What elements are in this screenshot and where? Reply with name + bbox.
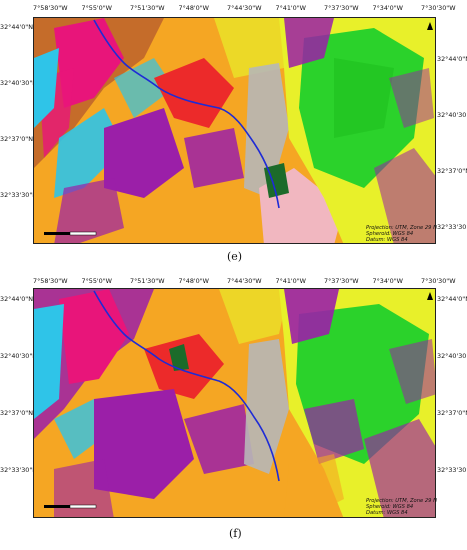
top-tick-label: 7°41'0"W (275, 4, 306, 12)
right-tick-label: 32°37'0"N (437, 167, 467, 175)
top-tick-label: 7°48'0"W (178, 277, 209, 285)
panel-caption: (e) (227, 250, 243, 263)
top-tick-label: 7°34'0"W (372, 4, 403, 12)
left-tick-label: 32°40'30"N (0, 352, 38, 360)
top-tick-label: 7°30'30"W (421, 277, 456, 285)
left-tick-label: 32°37'0"N (0, 409, 34, 417)
right-tick-label: 32°40'30"N (437, 111, 467, 119)
right-tick-label: 32°40'30"N (437, 352, 467, 360)
top-tick-label: 7°44'30"W (227, 277, 262, 285)
classification-map (34, 289, 435, 517)
projection-info: Projection: UTM, Zone 29 N Spheroid: WGS… (366, 225, 437, 243)
left-tick-label: 32°44'0"N (0, 295, 34, 303)
map-panel-e: 7°58'30"W 7°55'0"W 7°51'30"W 7°48'0"W 7°44'3… (0, 4, 467, 263)
panel-caption: (f) (229, 527, 242, 540)
top-tick-label: 7°58'30"W (33, 277, 68, 285)
top-tick-label: 7°44'30"W (227, 4, 262, 12)
right-tick-label: 32°33'30"N (437, 223, 467, 231)
top-tick-label: 7°34'0"W (372, 277, 403, 285)
top-tick-label: 7°51'30"W (130, 4, 165, 12)
top-tick-label: 7°30'30"W (421, 4, 456, 12)
north-arrow-icon (427, 292, 433, 300)
left-tick-label: 32°44'0"N (0, 23, 34, 31)
left-tick-label: 32°40'30"N (0, 79, 38, 87)
left-tick-label: 32°33'30"N (0, 466, 38, 474)
map-panel-f: 7°58'30"W 7°55'0"W 7°51'30"W 7°48'0"W 7°44'3… (0, 276, 467, 550)
left-tick-label: 32°33'30"N (0, 191, 38, 199)
top-tick-label: 7°37'30"W (324, 277, 359, 285)
top-tick-label: 7°48'0"W (178, 4, 209, 12)
top-tick-label: 7°51'30"W (130, 277, 165, 285)
map-image (33, 17, 436, 244)
left-tick-label: 32°37'0"N (0, 135, 34, 143)
classification-map (34, 18, 435, 243)
projection-info: Projection: UTM, Zone 29 N Spheroid: WGS… (366, 498, 437, 516)
map-image (33, 288, 436, 518)
right-tick-label: 32°44'0"N (437, 55, 467, 63)
top-tick-label: 7°58'30"W (33, 4, 68, 12)
right-tick-label: 32°33'30"N (437, 466, 467, 474)
right-tick-label: 32°44'0"N (437, 295, 467, 303)
top-tick-label: 7°55'0"W (81, 277, 112, 285)
top-tick-label: 7°55'0"W (81, 4, 112, 12)
top-tick-label: 7°37'30"W (324, 4, 359, 12)
north-arrow-icon (427, 22, 433, 30)
top-tick-label: 7°41'0"W (275, 277, 306, 285)
right-tick-label: 32°37'0"N (437, 409, 467, 417)
